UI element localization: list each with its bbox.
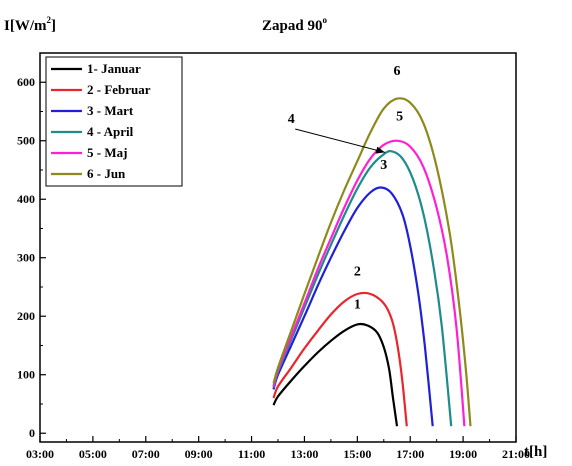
series-line-6 — [272, 97, 472, 427]
chart-title: Zapad 90o — [262, 15, 327, 34]
series-line-1 — [272, 322, 399, 427]
x-tick-label: 11:00 — [238, 447, 265, 461]
curve-label: 1 — [354, 298, 361, 313]
series-line-4 — [272, 149, 453, 427]
series-lines — [272, 97, 472, 427]
annotation-arrow — [295, 128, 386, 153]
curve-label: 6 — [394, 64, 401, 79]
x-tick-label: 21:00 — [502, 447, 530, 461]
legend-label: 4 - April — [87, 124, 134, 139]
legend: 1- Januar 2 - Februar 3 - Mart 4 - April 5 -… — [45, 56, 183, 187]
legend-label: 3 - Mart — [87, 103, 134, 118]
arrow-head — [375, 146, 386, 154]
series-line-2 — [272, 291, 408, 427]
series-line-3 — [272, 186, 434, 427]
legend-label: 5 - Maj — [87, 145, 127, 160]
x-axis-label: t[h] — [524, 444, 547, 460]
curve-labels: 6 5 4 3 2 1 — [288, 64, 403, 312]
curve-label: 2 — [354, 264, 361, 279]
x-tick-label: 07:00 — [132, 447, 160, 461]
curve-label: 4 — [288, 112, 295, 127]
y-tick-label: 300 — [17, 251, 35, 265]
legend-label: 1- Januar — [87, 61, 141, 76]
y-tick-label: 600 — [17, 75, 35, 89]
y-tick-label: 100 — [17, 368, 35, 382]
curve-label: 5 — [396, 109, 403, 124]
x-tick-label: 19:00 — [449, 447, 477, 461]
y-tick-label: 400 — [17, 192, 35, 206]
y-axis-label: I[W/m2] — [4, 15, 56, 34]
series-line-5 — [272, 139, 466, 427]
x-tick-label: 15:00 — [343, 447, 371, 461]
legend-label: 6 - Jun — [87, 166, 126, 181]
y-tick-label: 500 — [17, 134, 35, 148]
legend-label: 2 - Februar — [87, 82, 151, 97]
y-tick-label: 0 — [29, 426, 35, 440]
x-tick-label: 09:00 — [185, 447, 213, 461]
x-tick-label: 17:00 — [396, 447, 424, 461]
x-tick-label: 03:00 — [26, 447, 54, 461]
x-tick-label: 13:00 — [290, 447, 318, 461]
y-axis: 0 100 200 300 400 500 600 — [17, 75, 46, 440]
curve-label: 3 — [380, 158, 387, 173]
x-tick-label: 05:00 — [79, 447, 107, 461]
legend-box — [45, 56, 183, 187]
x-axis: 03:00 05:00 07:00 09:00 11:00 13:00 15:00 17:00… — [26, 436, 530, 461]
y-tick-label: 200 — [17, 309, 35, 323]
